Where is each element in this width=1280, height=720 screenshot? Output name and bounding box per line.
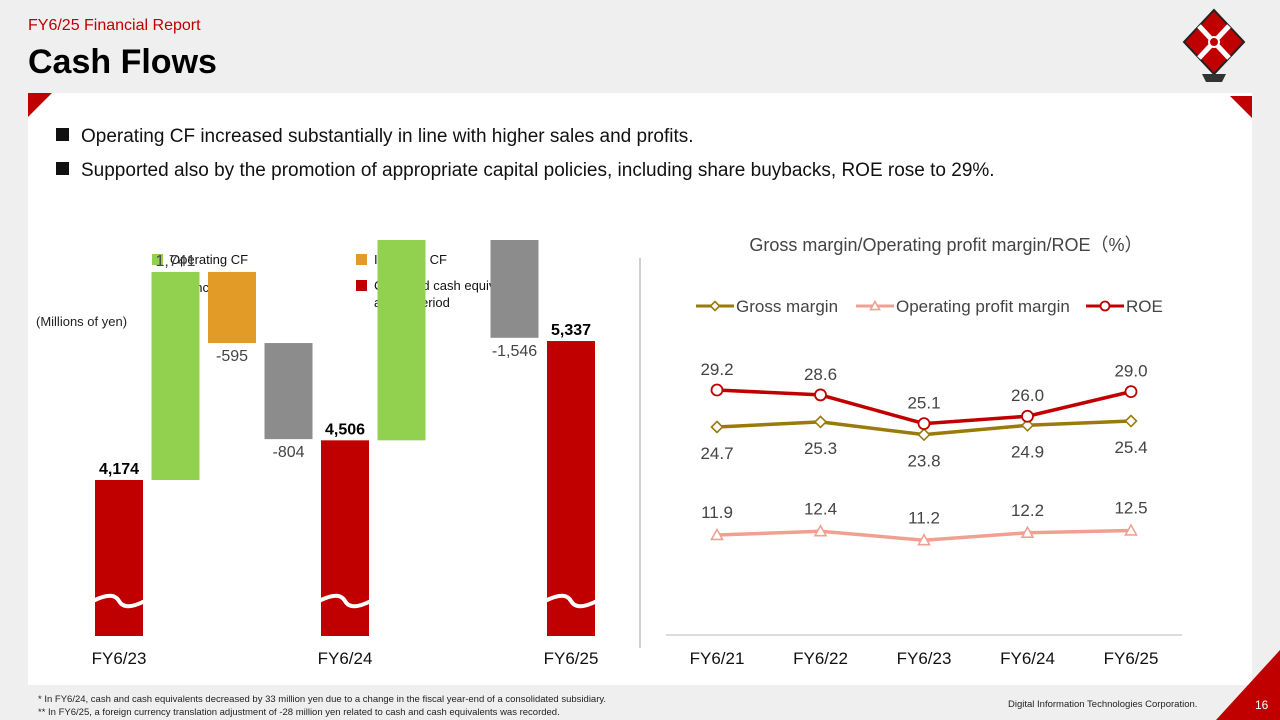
data-label: 11.2	[908, 508, 940, 527]
marker-diamond	[917, 428, 931, 442]
bullet-point: Operating CF increased substantially in …	[56, 126, 694, 148]
category-label: FY6/23	[92, 649, 147, 668]
footnotes: * In FY6/24, cash and cash equivalents d…	[38, 693, 606, 719]
marker-diamond	[1124, 414, 1138, 428]
waterfall-category-labels: FY6/23 FY6/24 FY6/25	[92, 649, 599, 668]
bar-financing	[490, 240, 539, 338]
footnote: * In FY6/24, cash and cash equivalents d…	[38, 694, 607, 705]
data-label: 29.2	[700, 360, 733, 379]
legend-item-operating: Operating CF	[152, 252, 248, 267]
data-label: 12.2	[1011, 501, 1044, 520]
waterfall-bars	[92, 240, 598, 636]
data-label: -595	[216, 348, 248, 365]
legend-item-gross: Gross margin	[696, 297, 838, 316]
legend-item-opm: Operating profit margin	[856, 297, 1070, 316]
marker-triangle	[917, 533, 931, 546]
series-opm: 11.9 12.4 11.2 12.2 12.5	[701, 499, 1148, 546]
x-tick-label: FY6/24	[1000, 649, 1055, 668]
margin-roe-line-chart: Gross margin/Operating profit margin/ROE…	[666, 235, 1182, 668]
data-label: -1,546	[492, 343, 537, 360]
line-series: 24.7 25.3 23.8 24.9 25.4 11.9 12.4 11.2 12.2 12.5…	[700, 360, 1148, 546]
marker-circle	[1099, 300, 1111, 312]
footnote: ** In FY6/25, a foreign currency transla…	[38, 707, 560, 718]
waterfall-value-labels: 4,1741,741-595-8044,5062,39410-1,5465,33…	[99, 253, 591, 478]
legend-label: Gross margin	[736, 297, 838, 316]
marker-triangle	[1020, 525, 1035, 538]
marker-diamond	[710, 420, 724, 434]
data-label: 4,506	[325, 421, 365, 438]
marker-circle	[917, 417, 931, 431]
chart-title: Gross margin/Operating profit margin/ROE…	[749, 235, 1142, 255]
data-label: 12.5	[1114, 499, 1147, 518]
legend-item-roe: ROE	[1086, 297, 1163, 316]
data-label: 5,337	[551, 322, 591, 339]
cash-flow-waterfall-chart: (Millions of yen) Operating CFInvesting …	[36, 240, 599, 668]
data-label: 26.0	[1011, 386, 1044, 405]
category-label: FY6/24	[318, 649, 373, 668]
line-chart-legend: Gross margin Operating profit margin ROE	[696, 297, 1163, 316]
data-label: 11.9	[701, 503, 733, 522]
data-label: 25.4	[1114, 438, 1147, 457]
marker-circle	[1124, 385, 1138, 399]
bar-investing	[208, 271, 256, 344]
marker-triangle	[813, 524, 828, 537]
x-tick-label: FY6/23	[897, 649, 952, 668]
data-label: 1,741	[155, 253, 195, 270]
corner-accent-top-right	[1230, 96, 1252, 118]
marker-triangle	[869, 299, 881, 311]
data-label: 4,174	[99, 461, 139, 478]
data-label: 12.4	[804, 499, 837, 518]
axis-break-mark	[92, 593, 146, 609]
x-axis-tick-labels: FY6/21 FY6/22 FY6/23 FY6/24 FY6/25	[690, 649, 1159, 668]
page-title: Cash Flows	[28, 43, 217, 81]
marker-circle	[1021, 409, 1034, 423]
data-label: -804	[272, 444, 304, 461]
legend-label: ROE	[1126, 297, 1163, 316]
bar-cash	[547, 341, 595, 636]
data-label: 25.3	[804, 439, 837, 458]
bullet-text: Operating CF increased substantially in …	[81, 126, 694, 147]
marker-diamond	[813, 415, 828, 429]
bar-operating	[377, 240, 426, 441]
marker-diamond	[709, 300, 721, 312]
unit-label: (Millions of yen)	[36, 314, 127, 329]
bullet-point: Supported also by the promotion of appro…	[56, 160, 995, 182]
marker-diamond	[1020, 418, 1035, 432]
bar-financing	[264, 343, 313, 440]
corner-accent-top-left	[28, 93, 52, 117]
data-label: 25.1	[907, 394, 940, 413]
axis-break-mark	[544, 593, 598, 609]
data-label: 24.9	[1011, 442, 1044, 461]
marker-circle	[814, 388, 827, 402]
marker-triangle	[710, 527, 724, 541]
x-tick-label: FY6/25	[1104, 649, 1159, 668]
legend-label: Operating profit margin	[896, 297, 1070, 316]
company-logo-icon	[1182, 8, 1246, 82]
series-gross: 24.7 25.3 23.8 24.9 25.4	[700, 414, 1148, 471]
company-name: Digital Information Technologies Corpora…	[1008, 699, 1198, 710]
data-label: 24.7	[700, 444, 733, 463]
corner-accent-bottom-right	[1216, 650, 1280, 720]
page-number: 16	[1255, 698, 1269, 712]
data-label: 29.0	[1114, 362, 1147, 381]
data-label: 28.6	[804, 365, 837, 384]
legend-swatch	[356, 254, 367, 265]
report-subtitle: FY6/25 Financial Report	[28, 17, 201, 34]
x-tick-label: FY6/21	[690, 649, 745, 668]
axis-break-mark	[318, 593, 372, 609]
bar-cash	[95, 480, 143, 636]
legend-swatch	[356, 280, 367, 291]
chart-divider	[639, 258, 641, 648]
series-roe: 29.2 28.6 25.1 26.0 29.0	[700, 360, 1148, 431]
marker-circle	[710, 383, 724, 397]
bar-operating	[151, 271, 200, 480]
legend-swatch	[152, 254, 163, 265]
marker-triangle	[1124, 523, 1138, 536]
category-label: FY6/25	[544, 649, 599, 668]
x-tick-label: FY6/22	[793, 649, 848, 668]
bullet-text: Supported also by the promotion of appro…	[81, 160, 995, 181]
legend-label: Operating CF	[170, 252, 248, 267]
data-label: 23.8	[907, 452, 940, 471]
